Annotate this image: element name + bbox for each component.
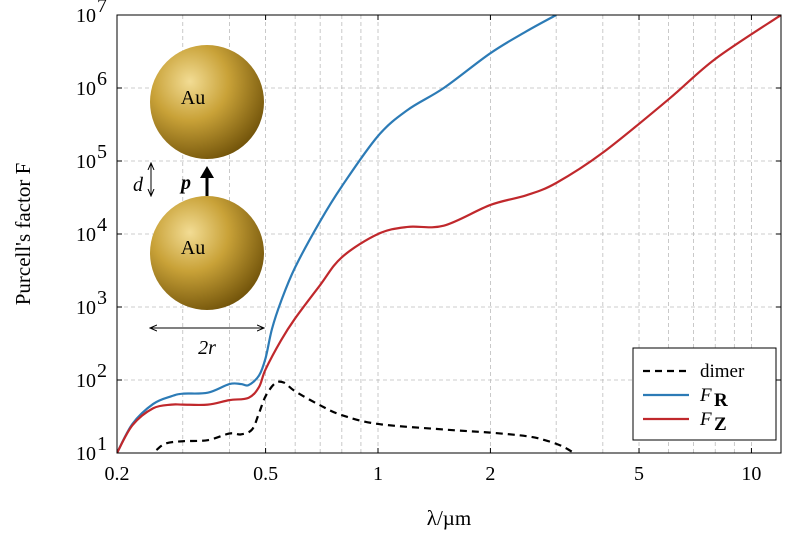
x-axis-label: λ/µm	[427, 506, 471, 530]
legend-label: F	[699, 385, 712, 406]
y-tick-exponent: 1	[97, 433, 107, 455]
x-tick-label: 1	[373, 463, 383, 485]
y-tick-label: 10	[76, 224, 96, 246]
series-line-f-z	[117, 15, 781, 453]
y-tick-exponent: 5	[97, 141, 107, 163]
y-tick-label: 10	[76, 443, 96, 465]
y-tick-exponent: 2	[97, 360, 107, 382]
y-tick-label: 10	[76, 297, 96, 319]
top-gold-sphere	[150, 45, 264, 159]
legend-label-subscript: R	[714, 390, 728, 411]
y-axis-label: Purcell's factor F	[11, 163, 35, 306]
series-line-f-r	[117, 15, 557, 453]
y-tick-exponent: 6	[97, 68, 107, 90]
dipole-arrowhead	[200, 166, 214, 178]
y-tick-exponent: 7	[97, 0, 107, 17]
series-line-dimer	[155, 380, 575, 453]
gap-label: d	[133, 174, 144, 196]
y-tick-label: 10	[76, 78, 96, 100]
legend-label: dimer	[700, 361, 745, 382]
legend: dimer F RF Z	[632, 347, 777, 441]
legend-label: F	[699, 409, 712, 430]
x-tick-label: 0.5	[253, 463, 278, 485]
diameter-label: 2r	[198, 337, 216, 359]
x-tick-label: 0.2	[105, 463, 130, 485]
y-tick-label: 10	[76, 5, 96, 27]
x-tick-label: 2	[485, 463, 495, 485]
legend-label-subscript: Z	[714, 414, 727, 435]
dipole-label: p	[179, 172, 191, 194]
top-sphere-label: Au	[181, 87, 205, 109]
y-tick-label: 10	[76, 370, 96, 392]
bottom-gold-sphere	[150, 196, 264, 310]
series-layer	[117, 15, 781, 453]
y-tick-exponent: 4	[97, 214, 107, 236]
dimer-inset: Au Au d p 2r	[133, 45, 264, 359]
y-tick-label: 10	[76, 151, 96, 173]
x-tick-label: 5	[634, 463, 644, 485]
x-tick-label: 10	[741, 463, 761, 485]
y-tick-exponent: 3	[97, 287, 107, 309]
bottom-sphere-label: Au	[181, 237, 205, 259]
